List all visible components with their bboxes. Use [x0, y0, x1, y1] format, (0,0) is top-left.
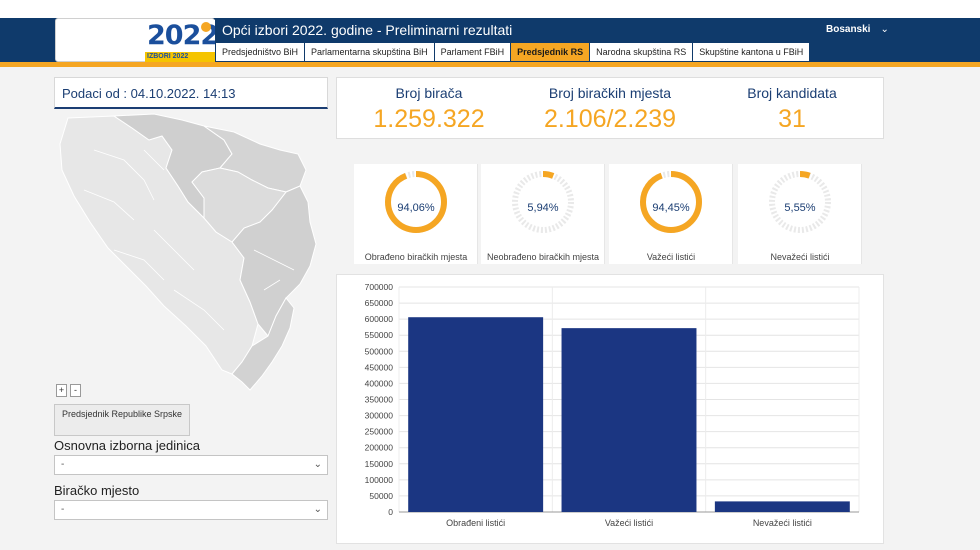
tab-skupstine-kantona[interactable]: Skupštine kantona u FBiH [693, 43, 810, 61]
bih-map[interactable] [54, 110, 328, 400]
logo-strip-text: IZBORI 2022 [147, 53, 189, 60]
tab-parlamentarna-skupstina-bih[interactable]: Parlamentarna skupština BiH [305, 43, 434, 61]
station-select-value: - [61, 504, 65, 515]
gauge-percent: 5,94% [527, 202, 559, 214]
tab-parlament-fbih[interactable]: Parlament FBiH [434, 43, 511, 61]
tab-predsjednistvo-bih[interactable]: Predsjedništvo BiH [216, 43, 305, 61]
gauge-valid-ballots: 94,45% Važeći listići [609, 164, 733, 264]
gauge-track [512, 171, 574, 233]
logo-mark-icon [201, 22, 211, 32]
x-tick-label: Nevažeći listići [753, 518, 812, 528]
map-borders [83, 149, 295, 331]
ballots-chart-panel: 0 50000 100000 150000 200000 250000 300000 3500… [336, 274, 884, 544]
station-select[interactable]: - ⌄ [54, 500, 328, 520]
language-label: Bosanski [826, 24, 871, 35]
y-tick-label: 450000 [365, 362, 394, 372]
y-tick-label: 50000 [369, 491, 393, 501]
gauge-fill [385, 171, 447, 233]
unit-label: Osnovna izborna jedinica [54, 438, 200, 453]
gauge-label: Obrađeno biračkih mjesta [364, 252, 468, 262]
gauge-track [769, 171, 831, 233]
data-timestamp-panel: Podaci od : 04.10.2022. 14:13 [54, 77, 328, 109]
gauge-fill [640, 171, 702, 233]
y-tick-label: 300000 [365, 411, 394, 421]
gauges-panel: 94,06% Obrađeno biračkih mjesta 5,94% Ne… [336, 156, 884, 266]
y-tick-label: 350000 [365, 395, 394, 405]
zoom-out-button[interactable]: - [70, 384, 81, 397]
map-region-rs-south[interactable] [231, 297, 295, 391]
gauge-unprocessed-stations: 5,94% Neobrađeno biračkih mjesta [481, 164, 605, 264]
y-tick-label: 250000 [365, 427, 394, 437]
stat-voters-value: 1.259.322 [373, 105, 485, 133]
bar-2[interactable] [561, 328, 697, 512]
bar-1[interactable] [408, 317, 544, 512]
election-tabs: Predsjedništvo BiH Parlamentarna skupšti… [216, 43, 810, 61]
map-region-posavina[interactable] [191, 167, 287, 243]
header-accent-line [0, 62, 980, 67]
gauge-processed-stations: 94,06% Obrađeno biračkih mjesta [354, 164, 478, 264]
gauge-label: Nevažeći listići [770, 252, 830, 262]
y-tick-label: 400000 [365, 378, 394, 388]
station-label: Biračko mjesto [54, 483, 140, 498]
y-tick-label: 650000 [365, 298, 394, 308]
y-tick-label: 700000 [365, 282, 394, 292]
elections-logo[interactable]: 2022 IZBORI 2022 [145, 20, 215, 62]
gauge-ring [769, 171, 831, 233]
y-tick-label: 200000 [365, 443, 394, 453]
gauge-percent: 5,55% [784, 202, 816, 214]
map-area[interactable] [54, 110, 328, 400]
stat-candidates: Broj kandidata 31 [717, 78, 867, 134]
y-tick-label: 0 [388, 507, 393, 517]
y-tick-label: 600000 [365, 314, 394, 324]
app-header: 2022 IZBORI 2022 Opći izbori 2022. godin… [0, 0, 980, 67]
gauge-ring [385, 171, 447, 233]
stat-voters: Broj birača 1.259.322 [349, 78, 509, 134]
zoom-in-button[interactable]: + [56, 384, 67, 397]
unit-select-value: - [61, 459, 65, 470]
logo-strip: IZBORI 2022 [145, 52, 215, 62]
y-tick-label: 500000 [365, 346, 394, 356]
bar-3[interactable] [714, 501, 850, 512]
page-title: Opći izbori 2022. godine - Preliminarni … [222, 22, 513, 38]
ballots-bar-chart: 0 50000 100000 150000 200000 250000 300000 3500… [365, 282, 860, 528]
stat-polling-stations: Broj biračkih mjesta 2.106/2.239 [522, 78, 698, 134]
gauge-ring [512, 171, 574, 233]
y-tick-label: 150000 [365, 459, 394, 469]
x-tick-label: Obrađeni listići [446, 518, 505, 528]
tab-narodna-skupstina-rs[interactable]: Narodna skupština RS [590, 43, 693, 61]
gauge-ring [640, 171, 702, 233]
stat-candidates-value: 31 [778, 105, 806, 133]
chevron-down-icon: ⌄ [313, 504, 322, 515]
data-timestamp: Podaci od : 04.10.2022. 14:13 [62, 86, 236, 101]
gauge-label: Neobrađeno biračkih mjesta [486, 252, 600, 262]
gauge-fill [769, 171, 831, 233]
x-tick-label: Važeći listići [605, 518, 653, 528]
y-tick-label: 100000 [365, 475, 394, 485]
gauge-percent: 94,45% [652, 202, 690, 214]
language-selector[interactable]: Bosanski ⌄ [826, 24, 889, 35]
stat-polling-stations-label: Broj biračkih mjesta [548, 85, 672, 101]
tab-predsjednik-rs[interactable]: Predsjednik RS [511, 43, 590, 61]
chevron-down-icon: ⌄ [313, 459, 322, 470]
stat-voters-label: Broj birača [395, 85, 463, 101]
gauge-label: Važeći listići [646, 252, 696, 262]
stat-polling-stations-value: 2.106/2.239 [543, 105, 677, 133]
gauge-invalid-ballots: 5,55% Nevažeći listići [738, 164, 862, 264]
president-rs-filter-button[interactable]: Predsjednik Republike Srpske [54, 404, 190, 436]
stats-panel: Broj birača 1.259.322 Broj biračkih mjes… [336, 77, 884, 139]
chevron-down-icon: ⌄ [880, 24, 889, 35]
gauge-percent: 94,06% [397, 202, 435, 214]
unit-select[interactable]: - ⌄ [54, 455, 328, 475]
stat-candidates-label: Broj kandidata [747, 85, 837, 101]
y-tick-label: 550000 [365, 330, 394, 340]
